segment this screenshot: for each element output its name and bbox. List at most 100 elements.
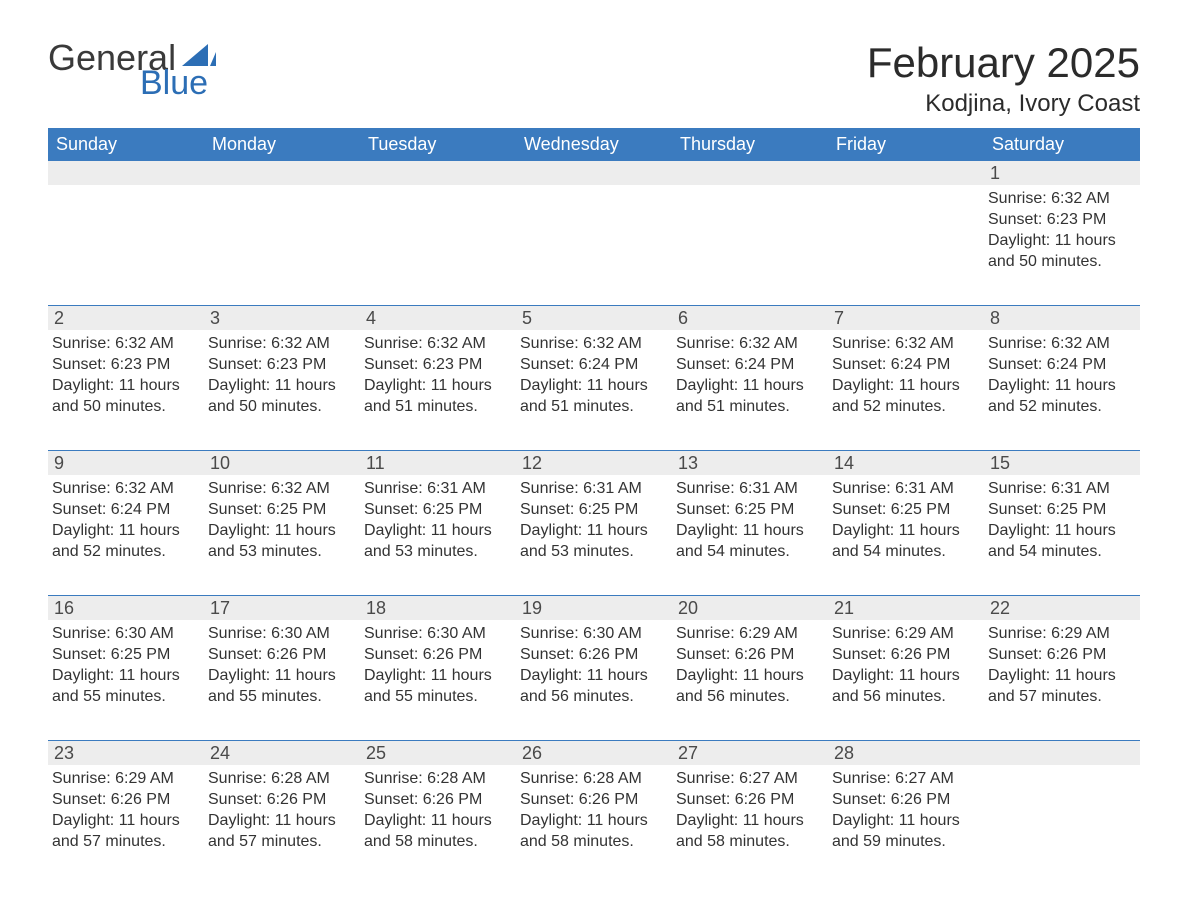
daynum-row: 24: [204, 741, 360, 765]
daylight-line: Daylight: 11 hours and 57 minutes.: [52, 811, 198, 853]
sunset-line: Sunset: 6:24 PM: [832, 355, 978, 376]
daylight-line: Daylight: 11 hours and 58 minutes.: [364, 811, 510, 853]
day-number: 28: [828, 743, 854, 764]
daylight-line: Daylight: 11 hours and 54 minutes.: [832, 521, 978, 563]
cell-body: Sunrise: 6:31 AMSunset: 6:25 PMDaylight:…: [516, 475, 672, 566]
sunrise-line: Sunrise: 6:30 AM: [208, 624, 354, 645]
daynum-row: 7: [828, 306, 984, 330]
calendar-cell: [204, 161, 360, 281]
daylight-line: Daylight: 11 hours and 51 minutes.: [520, 376, 666, 418]
daynum-row: 17: [204, 596, 360, 620]
sunrise-line: Sunrise: 6:28 AM: [520, 769, 666, 790]
sunset-line: Sunset: 6:26 PM: [208, 645, 354, 666]
daynum-row: [672, 161, 828, 185]
sunrise-line: Sunrise: 6:32 AM: [208, 479, 354, 500]
sunrise-line: Sunrise: 6:32 AM: [988, 189, 1134, 210]
daynum-row: 12: [516, 451, 672, 475]
calendar-cell: 22Sunrise: 6:29 AMSunset: 6:26 PMDayligh…: [984, 596, 1140, 716]
sunrise-line: Sunrise: 6:32 AM: [52, 479, 198, 500]
sunrise-line: Sunrise: 6:27 AM: [676, 769, 822, 790]
daynum-row: 28: [828, 741, 984, 765]
calendar-cell: 27Sunrise: 6:27 AMSunset: 6:26 PMDayligh…: [672, 741, 828, 861]
daynum-row: 3: [204, 306, 360, 330]
cell-body: Sunrise: 6:31 AMSunset: 6:25 PMDaylight:…: [672, 475, 828, 566]
cell-body: [48, 185, 204, 193]
calendar-cell: 20Sunrise: 6:29 AMSunset: 6:26 PMDayligh…: [672, 596, 828, 716]
cell-body: [828, 185, 984, 193]
cell-body: Sunrise: 6:32 AMSunset: 6:25 PMDaylight:…: [204, 475, 360, 566]
calendar-cell: 9Sunrise: 6:32 AMSunset: 6:24 PMDaylight…: [48, 451, 204, 571]
daynum-row: [360, 161, 516, 185]
calendar-cell: 8Sunrise: 6:32 AMSunset: 6:24 PMDaylight…: [984, 306, 1140, 426]
cell-body: Sunrise: 6:32 AMSunset: 6:24 PMDaylight:…: [516, 330, 672, 421]
title-block: February 2025 Kodjina, Ivory Coast: [867, 40, 1140, 118]
cell-body: Sunrise: 6:27 AMSunset: 6:26 PMDaylight:…: [672, 765, 828, 856]
daylight-line: Daylight: 11 hours and 50 minutes.: [988, 231, 1134, 273]
daylight-line: Daylight: 11 hours and 53 minutes.: [520, 521, 666, 563]
calendar-cell: 1Sunrise: 6:32 AMSunset: 6:23 PMDaylight…: [984, 161, 1140, 281]
cell-body: Sunrise: 6:28 AMSunset: 6:26 PMDaylight:…: [516, 765, 672, 856]
cell-body: Sunrise: 6:32 AMSunset: 6:24 PMDaylight:…: [48, 475, 204, 566]
calendar-cell: 23Sunrise: 6:29 AMSunset: 6:26 PMDayligh…: [48, 741, 204, 861]
daynum-row: 13: [672, 451, 828, 475]
weekday-header: Sunday: [48, 128, 204, 161]
daylight-line: Daylight: 11 hours and 57 minutes.: [988, 666, 1134, 708]
daynum-row: 2: [48, 306, 204, 330]
calendar-week: 16Sunrise: 6:30 AMSunset: 6:25 PMDayligh…: [48, 595, 1140, 716]
cell-body: [360, 185, 516, 193]
daylight-line: Daylight: 11 hours and 52 minutes.: [988, 376, 1134, 418]
calendar-cell: 26Sunrise: 6:28 AMSunset: 6:26 PMDayligh…: [516, 741, 672, 861]
daylight-line: Daylight: 11 hours and 57 minutes.: [208, 811, 354, 853]
cell-body: [204, 185, 360, 193]
calendar-cell: 5Sunrise: 6:32 AMSunset: 6:24 PMDaylight…: [516, 306, 672, 426]
cell-body: Sunrise: 6:32 AMSunset: 6:23 PMDaylight:…: [984, 185, 1140, 276]
calendar-cell: 28Sunrise: 6:27 AMSunset: 6:26 PMDayligh…: [828, 741, 984, 861]
day-number: 19: [516, 598, 542, 619]
sunset-line: Sunset: 6:26 PM: [520, 790, 666, 811]
calendar-cell: 2Sunrise: 6:32 AMSunset: 6:23 PMDaylight…: [48, 306, 204, 426]
daylight-line: Daylight: 11 hours and 55 minutes.: [208, 666, 354, 708]
day-number: 26: [516, 743, 542, 764]
daylight-line: Daylight: 11 hours and 51 minutes.: [364, 376, 510, 418]
calendar-cell: 4Sunrise: 6:32 AMSunset: 6:23 PMDaylight…: [360, 306, 516, 426]
sunrise-line: Sunrise: 6:27 AM: [832, 769, 978, 790]
sunset-line: Sunset: 6:26 PM: [364, 645, 510, 666]
sunrise-line: Sunrise: 6:32 AM: [832, 334, 978, 355]
weeks-container: 1Sunrise: 6:32 AMSunset: 6:23 PMDaylight…: [48, 161, 1140, 861]
daynum-row: 25: [360, 741, 516, 765]
sunset-line: Sunset: 6:26 PM: [52, 790, 198, 811]
calendar-cell: 6Sunrise: 6:32 AMSunset: 6:24 PMDaylight…: [672, 306, 828, 426]
sunset-line: Sunset: 6:25 PM: [520, 500, 666, 521]
day-number: 20: [672, 598, 698, 619]
sunset-line: Sunset: 6:25 PM: [988, 500, 1134, 521]
cell-body: Sunrise: 6:32 AMSunset: 6:24 PMDaylight:…: [672, 330, 828, 421]
cell-body: Sunrise: 6:30 AMSunset: 6:26 PMDaylight:…: [516, 620, 672, 711]
sunset-line: Sunset: 6:24 PM: [988, 355, 1134, 376]
calendar-cell: 10Sunrise: 6:32 AMSunset: 6:25 PMDayligh…: [204, 451, 360, 571]
calendar-cell: 14Sunrise: 6:31 AMSunset: 6:25 PMDayligh…: [828, 451, 984, 571]
daynum-row: 5: [516, 306, 672, 330]
daynum-row: 20: [672, 596, 828, 620]
daynum-row: 1: [984, 161, 1140, 185]
sunset-line: Sunset: 6:25 PM: [208, 500, 354, 521]
daylight-line: Daylight: 11 hours and 58 minutes.: [520, 811, 666, 853]
sunrise-line: Sunrise: 6:28 AM: [208, 769, 354, 790]
calendar-cell: 11Sunrise: 6:31 AMSunset: 6:25 PMDayligh…: [360, 451, 516, 571]
calendar-cell: 3Sunrise: 6:32 AMSunset: 6:23 PMDaylight…: [204, 306, 360, 426]
day-number: 8: [984, 308, 1000, 329]
sunrise-line: Sunrise: 6:29 AM: [676, 624, 822, 645]
day-number: 14: [828, 453, 854, 474]
calendar-cell: [672, 161, 828, 281]
sunset-line: Sunset: 6:26 PM: [520, 645, 666, 666]
day-number: 23: [48, 743, 74, 764]
calendar-page: General Blue February 2025 Kodjina, Ivor…: [0, 0, 1188, 909]
brand-logo: General Blue: [48, 40, 216, 100]
daylight-line: Daylight: 11 hours and 59 minutes.: [832, 811, 978, 853]
day-number: 9: [48, 453, 64, 474]
cell-body: Sunrise: 6:29 AMSunset: 6:26 PMDaylight:…: [828, 620, 984, 711]
cell-body: Sunrise: 6:32 AMSunset: 6:24 PMDaylight:…: [828, 330, 984, 421]
calendar-cell: 13Sunrise: 6:31 AMSunset: 6:25 PMDayligh…: [672, 451, 828, 571]
cell-body: [984, 765, 1140, 773]
cell-body: Sunrise: 6:32 AMSunset: 6:23 PMDaylight:…: [204, 330, 360, 421]
daylight-line: Daylight: 11 hours and 53 minutes.: [364, 521, 510, 563]
